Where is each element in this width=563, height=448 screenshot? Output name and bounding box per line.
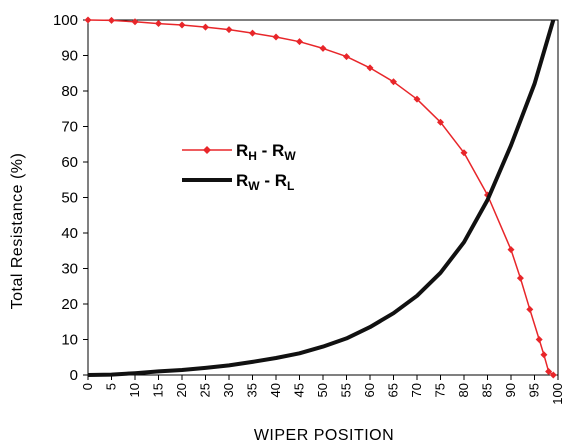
y-tick-label: 80 bbox=[61, 83, 78, 100]
data-point-marker bbox=[366, 64, 374, 72]
legend: RH - RW RW - RL bbox=[182, 141, 296, 193]
y-tick-label: 70 bbox=[61, 119, 78, 136]
x-tick-label: 70 bbox=[409, 383, 424, 397]
data-point-marker bbox=[343, 53, 350, 61]
data-point-marker bbox=[131, 18, 139, 26]
legend-label-rw-rl: RW - RL bbox=[236, 171, 294, 193]
x-tick-label: 85 bbox=[480, 383, 495, 397]
x-tick-label: 80 bbox=[456, 383, 471, 397]
x-tick-label: 5 bbox=[104, 383, 119, 390]
data-point-marker bbox=[526, 305, 534, 313]
data-point-marker bbox=[437, 118, 444, 126]
legend-label-rh-rw: RH - RW bbox=[236, 141, 296, 163]
data-point-marker bbox=[549, 371, 557, 379]
data-point-marker bbox=[319, 44, 327, 52]
data-point-marker bbox=[296, 38, 303, 46]
data-point-marker bbox=[155, 20, 162, 28]
y-tick-label: 60 bbox=[61, 154, 78, 171]
data-point-marker bbox=[202, 23, 209, 31]
data-point-marker bbox=[540, 351, 548, 359]
x-tick-label: 100 bbox=[550, 383, 563, 405]
x-tick-label: 0 bbox=[80, 383, 95, 390]
x-tick-label: 55 bbox=[339, 383, 354, 397]
x-tick-label: 15 bbox=[151, 383, 166, 397]
x-tick-label: 30 bbox=[221, 383, 236, 397]
data-point-marker bbox=[413, 95, 421, 103]
data-point-marker bbox=[178, 21, 186, 29]
series-0 bbox=[84, 16, 557, 379]
x-tick-label: 75 bbox=[433, 383, 448, 397]
x-tick-label: 40 bbox=[268, 383, 283, 397]
y-axis: 0 10 20 30 40 50 60 70 80 90 100 bbox=[53, 12, 88, 384]
data-point-marker bbox=[225, 26, 233, 34]
y-tick-label: 10 bbox=[61, 332, 78, 349]
x-tick-label: 90 bbox=[503, 383, 518, 397]
x-tick-label: 20 bbox=[174, 383, 189, 397]
x-tick-label: 50 bbox=[315, 383, 330, 397]
legend-marker-rh-rw bbox=[203, 146, 211, 154]
series-layer bbox=[84, 16, 557, 379]
x-tick-label: 95 bbox=[527, 383, 542, 397]
data-point-marker bbox=[545, 367, 553, 375]
x-tick-label: 60 bbox=[362, 383, 377, 397]
x-axis: 0 5 10 15 20 25 30 35 40 45 50 55 60 65 70 75 80 85 90 95 10… bbox=[80, 375, 563, 405]
data-point-marker bbox=[108, 16, 115, 24]
data-point-marker bbox=[507, 246, 515, 254]
x-axis-title: WIPER POSITION bbox=[254, 427, 394, 444]
series-1 bbox=[87, 19, 556, 377]
y-axis-title: Total Resistance (%) bbox=[9, 153, 26, 310]
data-point-marker bbox=[516, 274, 524, 282]
y-tick-label: 30 bbox=[61, 261, 78, 278]
data-point-marker bbox=[272, 33, 280, 41]
x-tick-label: 25 bbox=[198, 383, 213, 397]
data-point-marker bbox=[460, 149, 468, 157]
y-tick-label: 50 bbox=[61, 190, 78, 207]
data-point-marker bbox=[535, 336, 543, 343]
y-tick-label: 20 bbox=[61, 296, 78, 313]
x-tick-label: 10 bbox=[127, 383, 142, 397]
series-0-line bbox=[87, 19, 554, 376]
data-point-marker bbox=[390, 78, 397, 86]
series-1-line bbox=[87, 19, 556, 377]
data-point-marker bbox=[249, 29, 256, 37]
data-point-marker bbox=[84, 16, 92, 24]
y-tick-label: 40 bbox=[61, 225, 78, 242]
x-tick-label: 35 bbox=[245, 383, 260, 397]
x-tick-label: 65 bbox=[386, 383, 401, 397]
x-tick-label: 45 bbox=[292, 383, 307, 397]
y-tick-label: 0 bbox=[70, 367, 78, 384]
y-tick-label: 100 bbox=[53, 12, 78, 29]
y-tick-label: 90 bbox=[61, 48, 78, 65]
